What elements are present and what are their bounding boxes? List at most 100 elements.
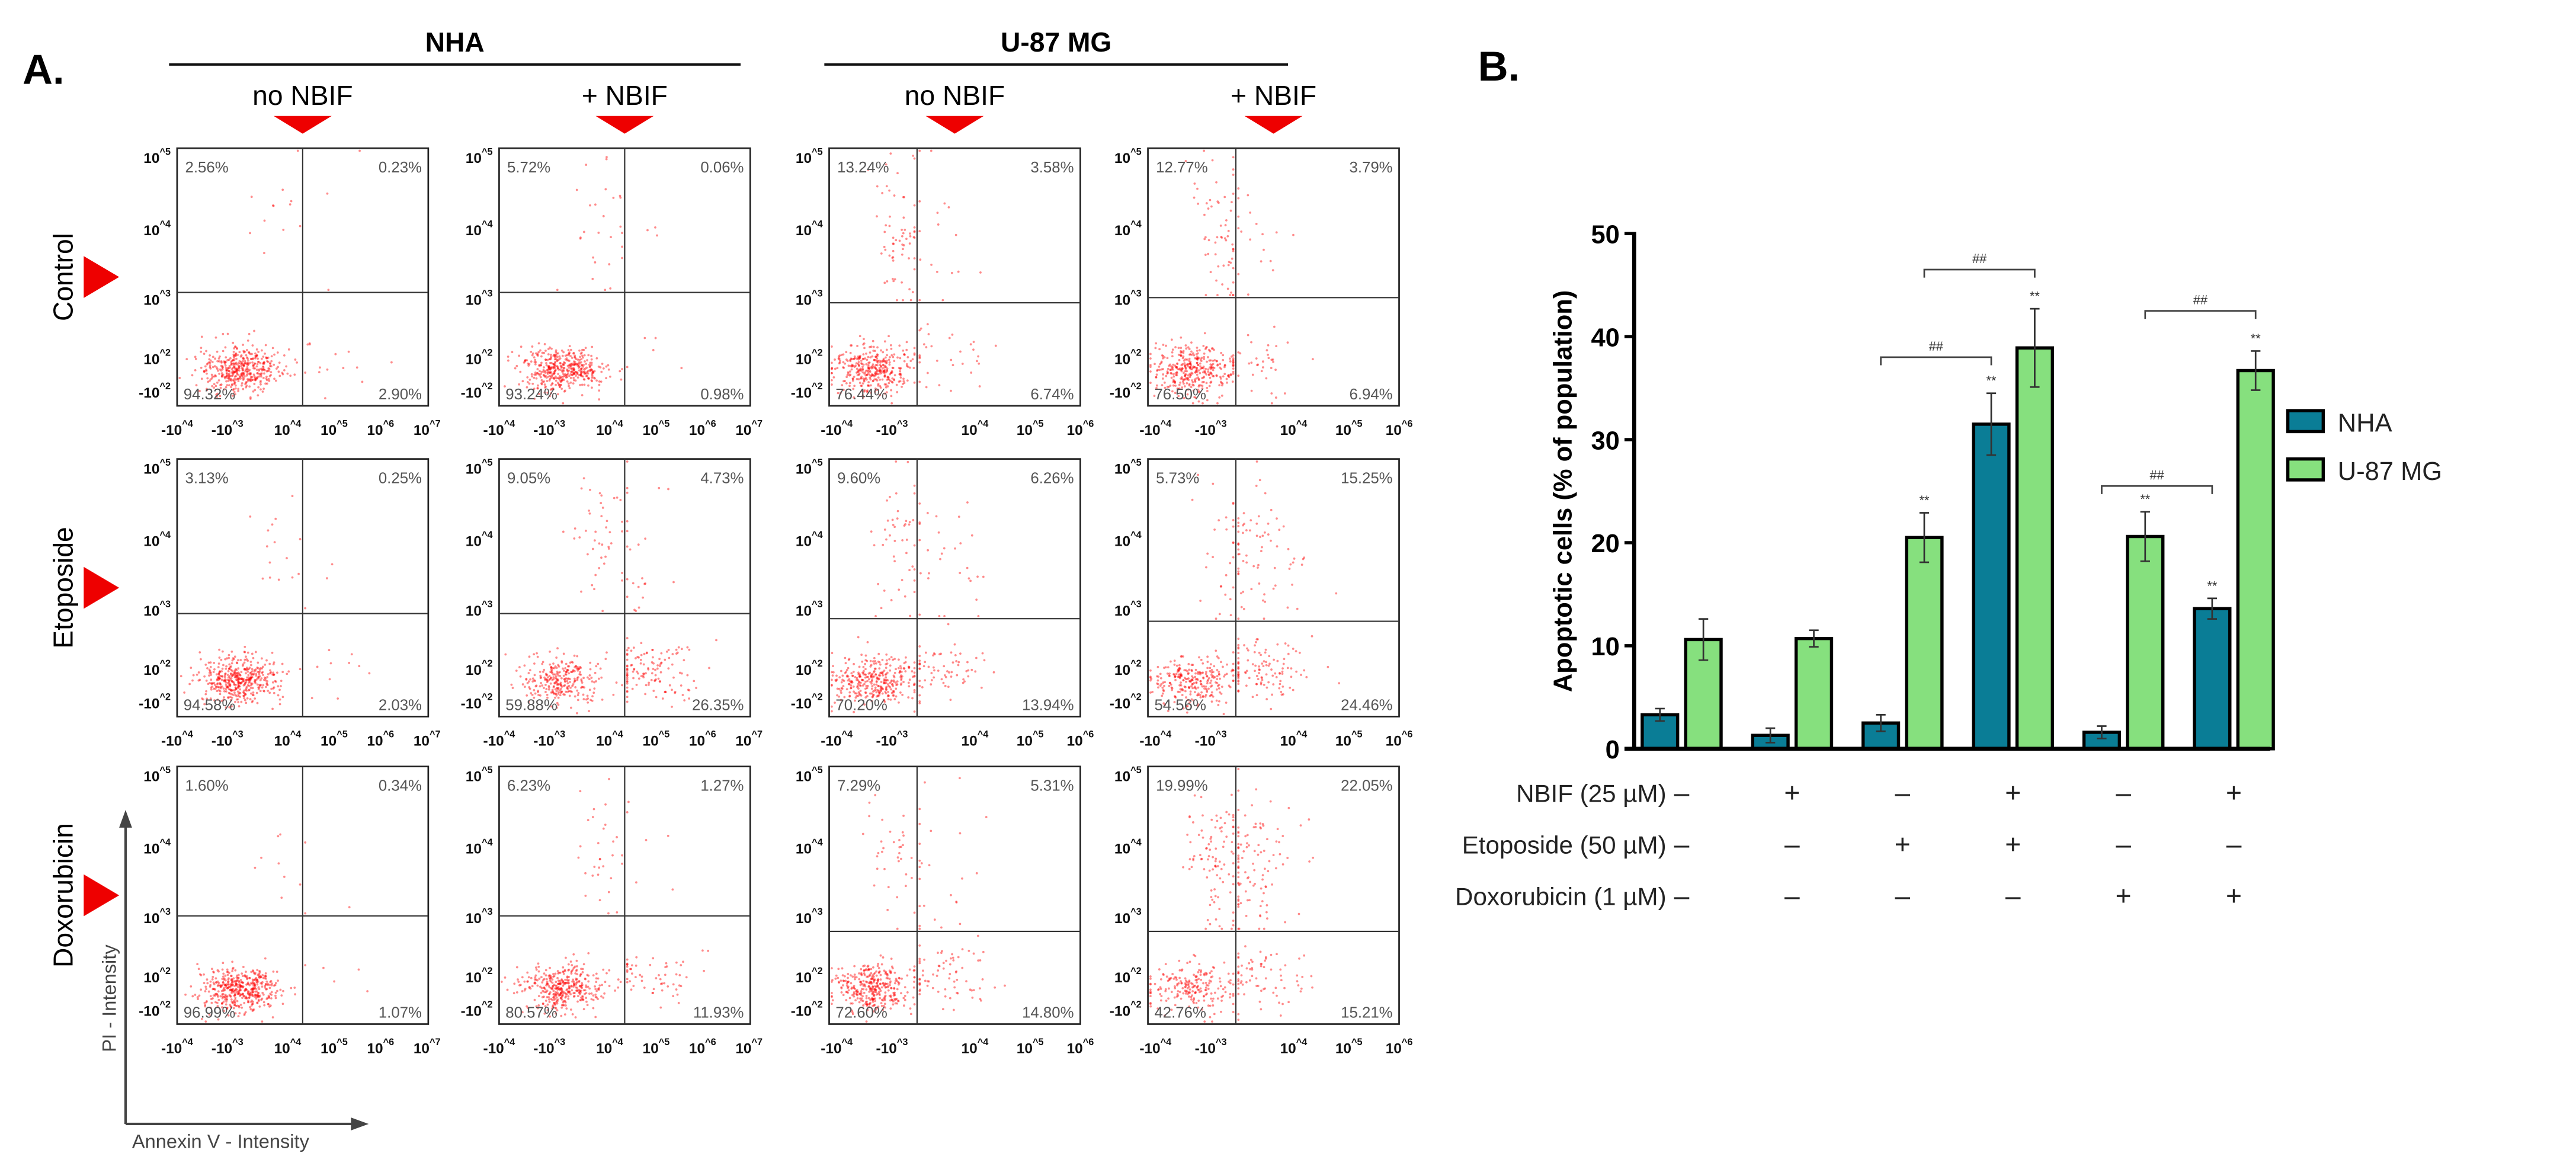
event-dot	[1151, 690, 1154, 693]
event-dot	[270, 371, 273, 374]
event-dot	[350, 653, 353, 656]
event-dot	[1275, 345, 1278, 348]
event-dot	[598, 858, 601, 860]
event-dot	[256, 670, 259, 673]
event-dot	[570, 363, 573, 365]
event-dot	[304, 371, 307, 374]
event-dot	[595, 989, 598, 992]
flow-plot: 5.72% 0.06%93.24% 0.98%10^510^410^310^2-10…	[461, 147, 762, 438]
quadrant-ul-percent: 13.24%	[837, 159, 889, 176]
event-dot	[205, 679, 208, 682]
event-dot	[906, 460, 909, 463]
event-dot	[576, 655, 579, 658]
event-dot	[265, 375, 268, 378]
event-dot	[1292, 688, 1295, 691]
event-dot	[905, 341, 908, 344]
event-dot	[546, 369, 549, 371]
event-dot	[556, 647, 559, 650]
event-dot	[1188, 348, 1191, 350]
event-dot	[234, 363, 237, 366]
event-dot	[528, 379, 531, 381]
event-dot	[869, 345, 871, 348]
event-dot	[630, 988, 633, 991]
event-dot	[1198, 656, 1200, 659]
event-dot	[603, 562, 605, 565]
x-tick-label: -10^3	[212, 1037, 243, 1057]
event-dot	[899, 380, 902, 383]
event-dot	[956, 674, 959, 677]
event-dot	[913, 352, 916, 355]
event-dot	[277, 685, 280, 688]
event-dot	[627, 646, 630, 649]
event-dot	[229, 357, 232, 360]
event-dot	[255, 377, 258, 380]
event-dot	[583, 368, 585, 371]
event-dot	[560, 376, 563, 378]
event-dot	[903, 353, 906, 356]
event-dot	[552, 372, 555, 375]
event-dot	[227, 374, 230, 377]
event-dot	[858, 356, 861, 359]
event-dot	[588, 987, 591, 990]
event-dot	[556, 991, 559, 994]
event-dot	[241, 382, 243, 385]
event-dot	[548, 379, 551, 382]
event-dot	[892, 280, 895, 283]
event-dot	[1242, 560, 1245, 562]
event-dot	[259, 982, 262, 985]
event-dot	[913, 157, 916, 160]
event-dot	[605, 972, 608, 975]
event-dot	[975, 598, 978, 601]
event-dot	[260, 677, 263, 680]
event-dot	[1210, 691, 1213, 694]
event-dot	[1188, 353, 1191, 356]
event-dot	[851, 364, 854, 367]
event-dot	[580, 590, 582, 593]
event-dot	[274, 680, 277, 683]
event-dot	[230, 662, 233, 665]
event-dot	[239, 682, 242, 685]
event-dot	[911, 670, 914, 672]
event-dot	[1203, 213, 1206, 216]
event-dot	[1257, 678, 1260, 681]
event-dot	[1199, 362, 1202, 365]
event-dot	[553, 366, 556, 369]
event-dot	[605, 377, 608, 380]
quadrant-ll-percent: 96.99%	[184, 1005, 236, 1021]
event-dot	[830, 379, 833, 382]
event-dot	[581, 348, 584, 351]
event-dot	[200, 988, 203, 991]
row-label: Doxorubicin	[47, 823, 78, 968]
event-dot	[626, 981, 629, 984]
event-dot	[1231, 257, 1233, 260]
event-dot	[304, 912, 307, 915]
event-dot	[1177, 669, 1180, 672]
event-dot	[1237, 197, 1240, 200]
event-dot	[252, 987, 255, 989]
event-dot	[979, 271, 982, 274]
event-dot	[257, 360, 259, 363]
event-dot	[909, 360, 912, 363]
event-dot	[890, 683, 893, 686]
event-dot	[909, 366, 911, 369]
event-dot	[1184, 686, 1187, 688]
event-dot	[242, 357, 245, 360]
event-dot	[1229, 373, 1232, 376]
event-dot	[225, 369, 228, 371]
event-dot	[918, 539, 921, 542]
event-dot	[1232, 370, 1235, 373]
event-dot	[1212, 366, 1215, 369]
event-dot	[230, 998, 233, 1001]
event-dot	[559, 377, 562, 379]
event-dot	[1184, 373, 1187, 376]
event-dot	[545, 364, 548, 367]
event-dot	[534, 358, 537, 361]
event-dot	[554, 360, 557, 363]
event-dot	[251, 344, 254, 347]
event-dot	[205, 369, 208, 371]
event-dot	[553, 372, 555, 375]
event-dot	[860, 377, 863, 380]
event-dot	[566, 370, 569, 373]
event-dot	[286, 372, 289, 375]
